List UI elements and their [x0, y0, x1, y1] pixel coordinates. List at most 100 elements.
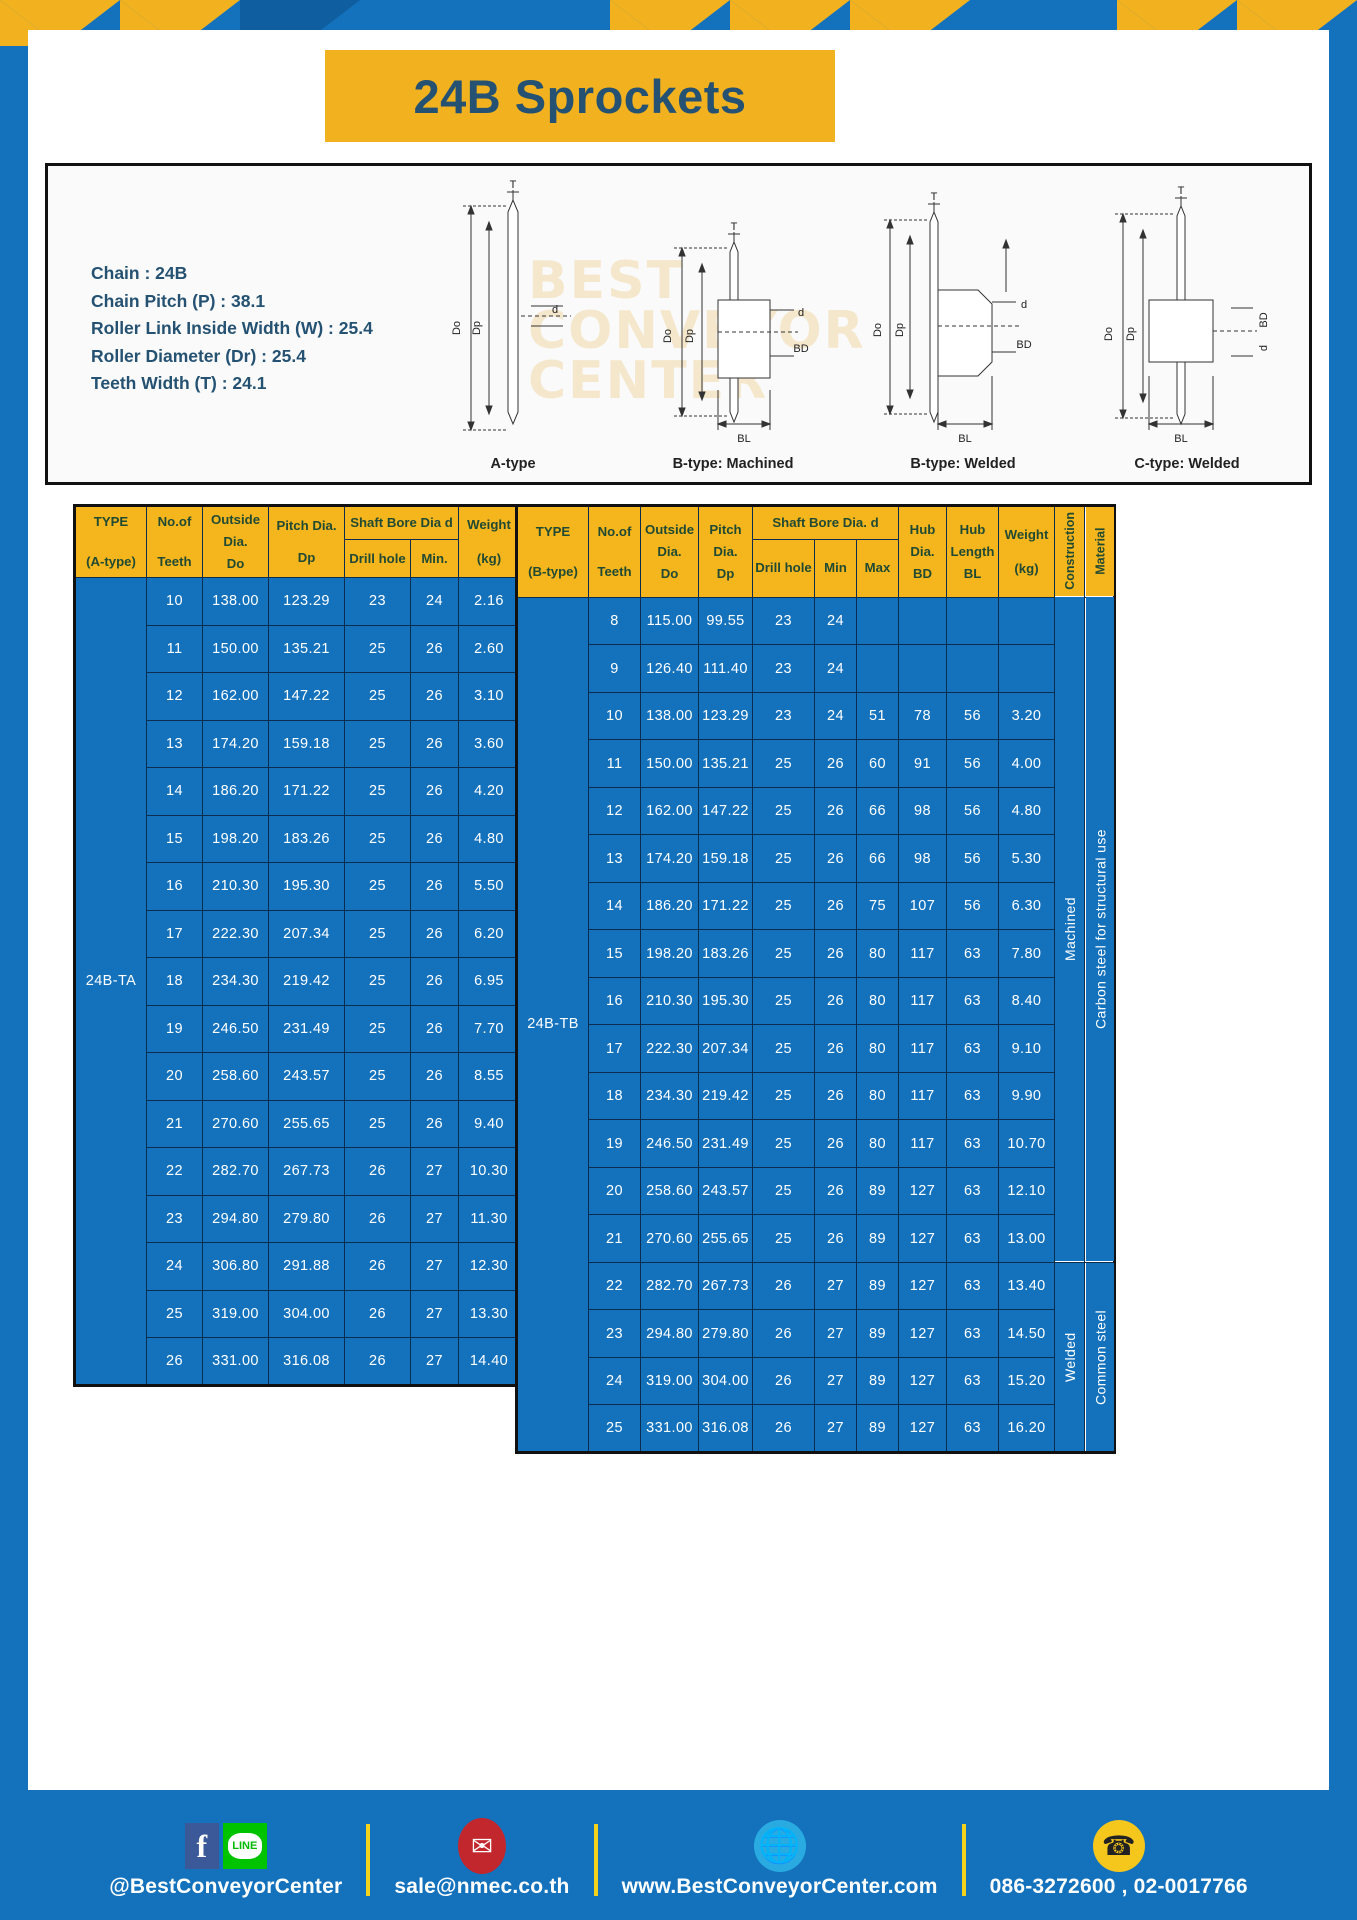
- cell-value: 15: [146, 814, 203, 863]
- cell-value: 78: [898, 691, 947, 741]
- cell-value: 319.00: [640, 1356, 699, 1406]
- cell-value: 162.00: [640, 786, 699, 836]
- cell-value: 80: [856, 1071, 899, 1121]
- svg-text:BL: BL: [737, 433, 750, 445]
- diagram-caption-c-welded: C-type: Welded: [1134, 456, 1240, 472]
- th-b-od-l1: Outside: [644, 521, 695, 537]
- th-b-type-l2: (B-type): [528, 563, 578, 579]
- cell-value: 159.18: [268, 719, 345, 768]
- cell-value: 24: [814, 596, 857, 646]
- cell-value: 207.34: [698, 1024, 753, 1073]
- cell-value: 23: [752, 596, 815, 646]
- cell-value: 26: [814, 881, 857, 931]
- th-b-od-l3: Do: [660, 565, 679, 581]
- th-a-teeth-l1: No.of: [157, 514, 192, 529]
- th-a-pitch-dia: Pitch Dia. Dp: [268, 505, 345, 578]
- cell-value: 210.30: [202, 862, 269, 911]
- facebook-icon[interactable]: f: [184, 1823, 219, 1869]
- cell-value: 63: [946, 1214, 999, 1263]
- svg-text:Do: Do: [872, 323, 884, 337]
- cell-value: 25: [752, 1119, 815, 1168]
- th-b-max: Max: [856, 539, 899, 598]
- cell-value: 16: [146, 862, 203, 911]
- diagram-c-welded: Do Dp T BD d BL C-type: Welded: [1071, 180, 1303, 480]
- cell-value: 25: [752, 976, 815, 1026]
- th-a-weight-l2: (kg): [476, 551, 502, 566]
- cell-value: 80: [856, 976, 899, 1026]
- contact-footer: f LINE @BestConveyorCenter ✉ sale@nmec.c…: [0, 1800, 1357, 1920]
- diagram-caption-b-welded: B-type: Welded: [910, 456, 1016, 472]
- cell-value: 13: [146, 719, 203, 768]
- cell-value: 25: [344, 719, 411, 768]
- svg-text:Dp: Dp: [1125, 327, 1137, 341]
- footer-email-icon-wrap: ✉: [457, 1818, 506, 1874]
- cell-value: 23: [752, 691, 815, 741]
- th-a-bore-group: Shaft Bore Dia d: [344, 505, 459, 540]
- spec-chain-pitch: Chain Pitch (P) : 38.1: [91, 290, 266, 311]
- cell-value: 63: [946, 976, 999, 1026]
- spec-chain: Chain : 24B: [91, 263, 188, 283]
- svg-text:T: T: [510, 180, 517, 191]
- line-icon[interactable]: LINE: [222, 1823, 267, 1869]
- cell-value: 26: [344, 1242, 411, 1291]
- globe-icon[interactable]: 🌐: [753, 1820, 806, 1872]
- cell-value: 10: [588, 691, 641, 741]
- th-b-weight-l1: Weight: [1004, 526, 1049, 542]
- th-b-hub-dia: Hub Dia. BD: [898, 505, 947, 598]
- th-b-type: TYPE (B-type): [516, 505, 589, 598]
- svg-text:BD: BD: [1258, 312, 1270, 327]
- cell-value: 24: [146, 1242, 203, 1291]
- cell-value: 15: [588, 929, 641, 978]
- footer-email[interactable]: ✉ sale@nmec.co.th: [380, 1818, 583, 1899]
- cell-value: 25: [752, 1024, 815, 1073]
- footer-facebook[interactable]: f LINE @BestConveyorCenter: [95, 1821, 356, 1899]
- cell-value: 316.08: [268, 1337, 345, 1386]
- cell-value: 243.57: [698, 1166, 753, 1216]
- cell-value: 51: [856, 691, 899, 741]
- cell-value: 26: [752, 1404, 815, 1453]
- table-row: 22 282.70 267.73 26 27 89 127 63 13.40 Welded Comm…: [517, 1261, 1115, 1453]
- phone-icon[interactable]: ☎: [1092, 1820, 1145, 1872]
- cell-value: 27: [410, 1147, 459, 1196]
- cell-value: 8.40: [998, 976, 1055, 1026]
- cell-value: 10.30: [458, 1147, 521, 1196]
- th-b-bore-group: Shaft Bore Dia. d: [752, 505, 899, 540]
- cell-value: 98: [898, 834, 947, 883]
- cell-value: 26: [814, 976, 857, 1026]
- footer-divider-2: [593, 1824, 598, 1896]
- envelope-icon[interactable]: ✉: [457, 1818, 506, 1874]
- cell-value: 9.90: [998, 1071, 1055, 1121]
- th-a-type-l2: (A-type): [86, 554, 136, 569]
- cell-value: 26: [410, 1099, 459, 1148]
- table-b-body: 24B-TB 8 115.00 99.55 23 24 Machined Carbon ste…: [516, 596, 1115, 1453]
- svg-text:d: d: [1258, 345, 1270, 351]
- cell-value: 25: [752, 1214, 815, 1263]
- th-b-drill-hole: Drill hole: [752, 539, 815, 598]
- footer-phone[interactable]: ☎ 086-3272600 , 02-0017766: [976, 1820, 1262, 1899]
- table-row: 11 150.00 135.21 25 26 2.60: [75, 624, 521, 673]
- footer-website[interactable]: 🌐 www.BestConveyorCenter.com: [608, 1820, 952, 1899]
- th-b-pd-l1: Pitch: [709, 521, 742, 537]
- cell-value: 234.30: [640, 1071, 699, 1121]
- cell-value: 3.10: [458, 672, 521, 721]
- table-b-type: TYPE (B-type) No.of Teeth Outside Dia.: [515, 504, 1116, 1454]
- cell-value: 27: [814, 1404, 857, 1453]
- table-b-head: TYPE (B-type) No.of Teeth Outside Dia.: [516, 505, 1115, 598]
- cell-value: 331.00: [202, 1337, 269, 1386]
- table-row: 23 294.80 279.80 26 27 11.30: [75, 1194, 521, 1243]
- cell-value: 316.08: [698, 1404, 753, 1453]
- cell-value: 135.21: [698, 739, 753, 788]
- th-b-pd-l3: Dp: [716, 565, 735, 581]
- table-row: 16 210.30 195.30 25 26 80 117 63 8.40: [517, 976, 1115, 1026]
- cell-value: 18: [146, 957, 203, 1006]
- svg-text:Dp: Dp: [471, 321, 483, 335]
- cell-value: 270.60: [202, 1099, 269, 1148]
- cell-value: 117: [898, 1071, 947, 1121]
- diagram-a-type: Do Dp T d A-type: [403, 179, 623, 480]
- th-a-type: TYPE (A-type): [74, 505, 147, 578]
- cell-value: 26: [410, 1004, 459, 1053]
- th-a-pd-l2: Dp: [297, 550, 316, 565]
- cell-value: 25: [752, 1166, 815, 1216]
- cell-value: 117: [898, 929, 947, 978]
